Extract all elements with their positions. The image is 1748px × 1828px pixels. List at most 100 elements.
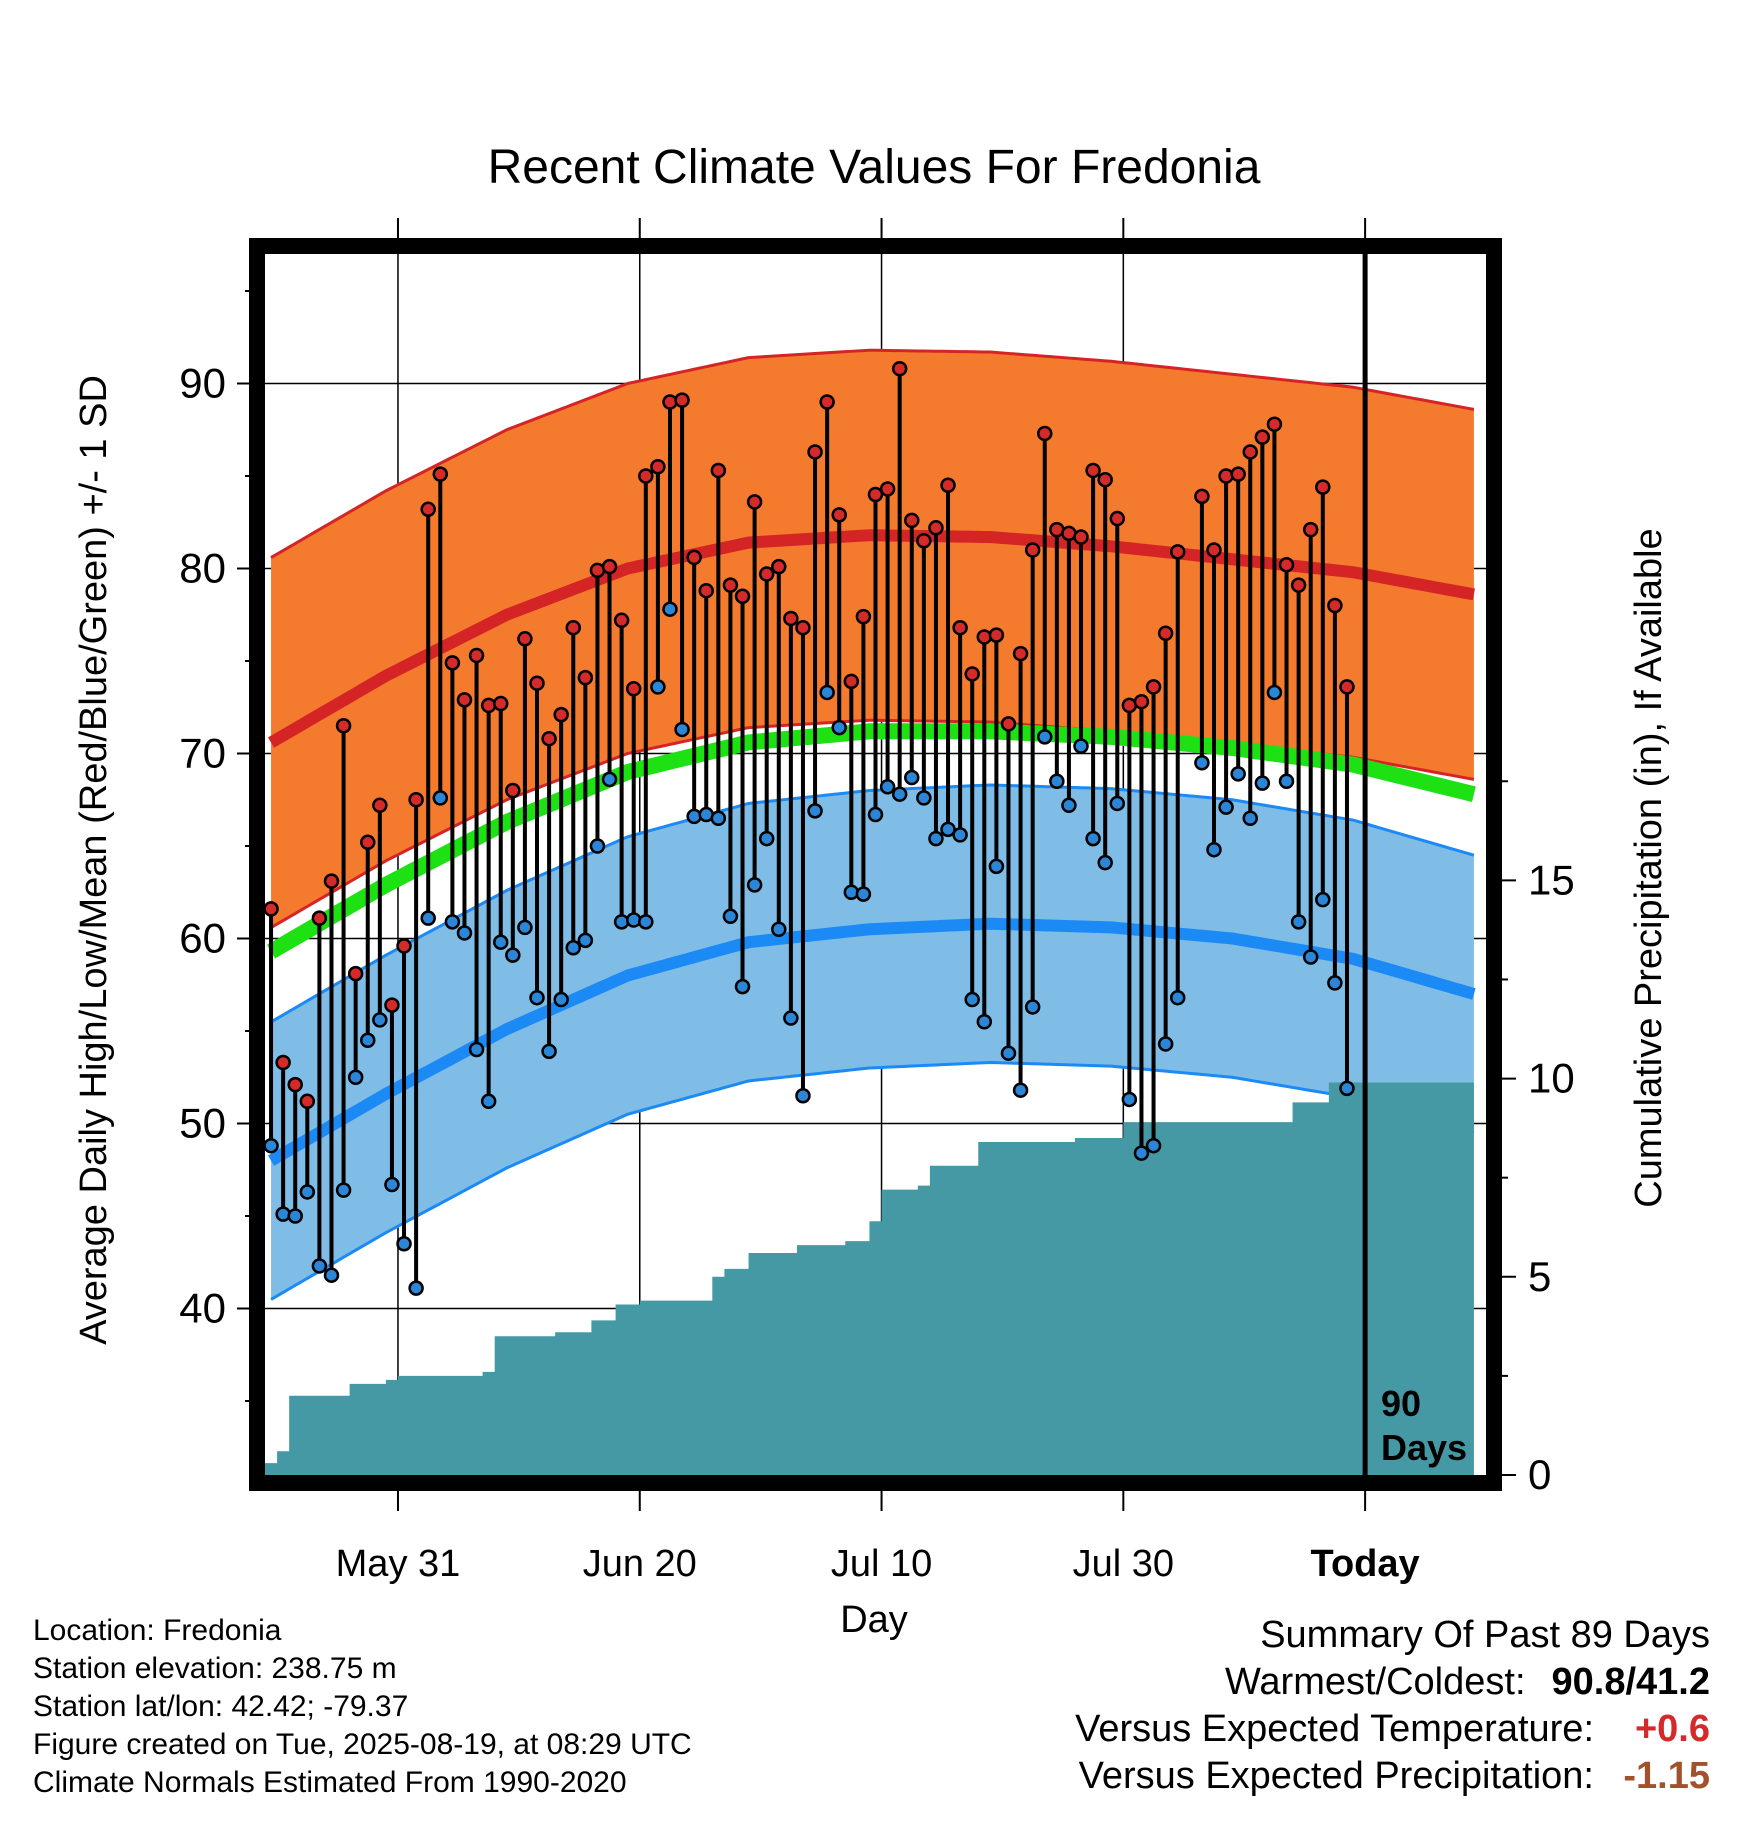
x-axis-label: Day: [840, 1599, 908, 1641]
low-temp-point: [263, 1137, 279, 1154]
high-temp-point: [601, 558, 618, 575]
y-tick-label: 60: [179, 915, 226, 962]
low-temp-point: [565, 940, 582, 956]
summary-warmest-row: Warmest/Coldest: 90.8/41.2: [1075, 1659, 1710, 1706]
high-temp-point: [855, 608, 872, 625]
high-temp-point: [638, 468, 654, 484]
high-temp-point: [867, 486, 884, 503]
high-temp-point: [916, 533, 932, 549]
low-temp-point: [1121, 1091, 1138, 1108]
low-temp-point: [553, 991, 569, 1008]
low-temp-point: [432, 790, 449, 806]
daily-range-stems: [269, 368, 1349, 1289]
summary-title: Summary Of Past 89 Days: [1260, 1614, 1710, 1656]
low-temp-point: [275, 1206, 291, 1222]
precip-area-fill: [265, 1082, 1474, 1475]
low-temp-point: [1206, 841, 1222, 858]
y-axis-right: 0 5 10 15: [1494, 780, 1575, 1498]
low-temp-point: [1133, 1145, 1150, 1161]
high-temp-point: [1012, 645, 1029, 662]
high-temp-point: [879, 481, 896, 497]
low-temp-point: [492, 934, 509, 950]
precip-diff-label: Versus Expected Precipitation:: [1078, 1755, 1594, 1797]
low-temp-point: [396, 1236, 412, 1252]
high-temp-point: [505, 782, 521, 799]
low-temp-point: [674, 721, 690, 738]
low-temp-point: [771, 921, 787, 937]
high-temp-point: [1242, 444, 1259, 460]
low-temp-point: [1145, 1137, 1162, 1154]
y-tick-label: 90: [179, 360, 226, 407]
high-temp-point: [734, 588, 751, 604]
low-temp-point: [1169, 989, 1186, 1006]
high-temp-point: [517, 631, 533, 647]
high-temp-point: [275, 1054, 291, 1071]
y2-tick-label: 15: [1528, 856, 1575, 903]
low-temp-point: [1327, 975, 1343, 991]
x-tick-label: Jul 30: [1073, 1543, 1174, 1585]
low-temp-point: [1290, 914, 1307, 930]
low-temp-point: [722, 908, 739, 925]
high-temp-point: [976, 629, 993, 645]
low-temp-point: [686, 808, 702, 825]
low-temp-point: [734, 978, 751, 995]
high-temp-point: [843, 673, 860, 690]
low-temp-point: [444, 914, 461, 930]
low-temp-point: [480, 1093, 497, 1110]
low-temp-point: [468, 1041, 485, 1058]
low-temp-point: [408, 1280, 424, 1296]
high-temp-point: [1036, 425, 1053, 442]
high-temp-point: [456, 692, 473, 708]
low-temp-point: [1036, 729, 1053, 745]
low-temp-point: [1230, 766, 1246, 782]
low-temp-point: [843, 884, 860, 900]
today-days-label: 90 Days: [1381, 1383, 1467, 1468]
low-temp-point: [601, 771, 618, 788]
high-temp-point: [807, 444, 823, 460]
high-temp-point: [662, 394, 678, 410]
low-temp-point: [529, 989, 545, 1006]
high-temp-point: [1254, 429, 1271, 445]
high-temp-point: [1097, 471, 1113, 488]
high-temp-point: [480, 697, 497, 714]
y2-tick-label: 10: [1528, 1055, 1575, 1102]
high-temp-point: [1133, 693, 1150, 710]
high-temp-point: [891, 360, 908, 377]
high-temp-point: [492, 695, 509, 712]
y2-tick-label: 5: [1528, 1253, 1551, 1300]
low-temp-point: [710, 810, 727, 826]
high-temp-point: [396, 938, 412, 954]
high-temp-point: [722, 577, 739, 593]
mean-normal-line: [267, 723, 1476, 959]
high-temp-point: [347, 965, 364, 982]
high-temp-point: [904, 512, 920, 529]
high-temp-point: [420, 501, 436, 518]
low-temp-point: [807, 803, 823, 819]
high-temp-point: [1000, 716, 1017, 732]
high-temp-point: [1339, 679, 1355, 695]
y-tick-label: 70: [179, 730, 226, 777]
low-temp-point: [323, 1267, 340, 1283]
high-temp-point: [360, 834, 376, 851]
low-temp-point: [1242, 810, 1259, 826]
high-temp-point: [408, 792, 424, 808]
low-temp-point: [335, 1182, 352, 1198]
high-temp-point: [1315, 479, 1331, 495]
high-temp-point: [287, 1076, 303, 1093]
low-temp-point: [1073, 738, 1089, 754]
high-temp-point: [988, 627, 1005, 643]
low-temp-point: [1097, 854, 1113, 871]
station-info: Location: Fredonia Station elevation: 23…: [33, 1612, 692, 1802]
high-temp-point: [553, 706, 569, 723]
y-tick-label: 80: [179, 545, 226, 592]
high-temp-point: [311, 910, 328, 926]
x-tick-label: May 31: [336, 1543, 461, 1585]
high-temp-point: [625, 681, 642, 697]
low-temp-point: [855, 886, 872, 902]
high-normal-band: [271, 350, 1474, 928]
high-temp-point: [565, 619, 582, 636]
temp-diff-value: +0.6: [1634, 1708, 1710, 1750]
low-temp-point: [347, 1069, 364, 1085]
low-temp-point: [891, 786, 908, 802]
low-temp-point: [795, 1088, 811, 1104]
